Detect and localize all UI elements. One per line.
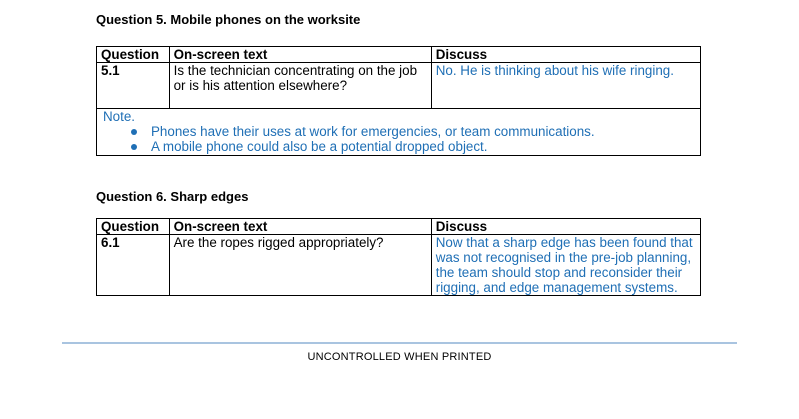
header-question: Question xyxy=(96,46,170,63)
header-discuss: Discuss xyxy=(430,218,702,235)
table-header-row: Question On-screen text Discuss xyxy=(96,218,702,235)
table-row: 5.1 Is the technician concentrating on t… xyxy=(96,62,702,109)
onscreen-text-cell: Is the technician concentrating on the j… xyxy=(168,62,432,109)
question-5-heading: Question 5. Mobile phones on the worksit… xyxy=(96,12,361,27)
footer-divider xyxy=(62,342,737,344)
list-item: Phones have their uses at work for emerg… xyxy=(131,124,700,139)
discuss-cell: Now that a sharp edge has been found tha… xyxy=(430,234,702,296)
note-list: Phones have their uses at work for emerg… xyxy=(103,124,700,154)
question-number: 5.1 xyxy=(96,62,170,109)
question-6-table: Question On-screen text Discuss 6.1 Are … xyxy=(96,218,702,296)
note-cell: Note. Phones have their uses at work for… xyxy=(96,108,701,156)
onscreen-text-cell: Are the ropes rigged appropriately? xyxy=(168,234,432,296)
note-row: Note. Phones have their uses at work for… xyxy=(96,108,701,156)
header-onscreen-text: On-screen text xyxy=(168,46,432,63)
table-header-row: Question On-screen text Discuss xyxy=(96,46,702,63)
question-6-heading: Question 6. Sharp edges xyxy=(96,189,249,204)
table-row: 6.1 Are the ropes rigged appropriately? … xyxy=(96,234,702,296)
footer-text: UNCONTROLLED WHEN PRINTED xyxy=(307,351,492,363)
note-title: Note. xyxy=(103,109,136,124)
question-number: 6.1 xyxy=(96,234,170,296)
question-5-table: Question On-screen text Discuss 5.1 Is t… xyxy=(96,46,702,156)
discuss-cell: No. He is thinking about his wife ringin… xyxy=(430,62,702,109)
list-item: A mobile phone could also be a potential… xyxy=(131,139,700,154)
header-discuss: Discuss xyxy=(430,46,702,63)
header-onscreen-text: On-screen text xyxy=(168,218,432,235)
header-question: Question xyxy=(96,218,170,235)
